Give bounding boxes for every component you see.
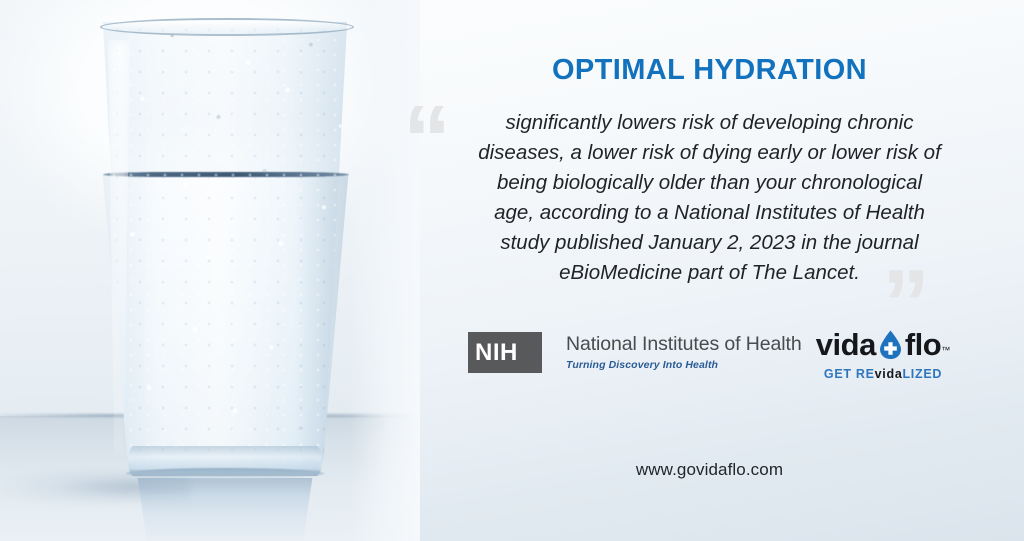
quote-line: study published January 2, 2023 in the j… [500,231,919,254]
opening-quote-icon: “ [403,86,451,193]
nih-wordmark: National Institutes of Health Turning Di… [566,333,802,371]
vidaflo-logo: vida flo ™ GET REvidaLIZED [808,329,958,381]
glass-of-water-photo [0,0,420,541]
glass-rim [100,18,354,36]
glass-base-rim [126,468,324,479]
vidaflo-wordmark: vida flo ™ [808,329,958,360]
nih-mark-letters: NIH [475,338,518,366]
quote-line: age, according to a National Institutes … [494,201,925,224]
glass-highlight [108,40,130,455]
condensation-droplets-fine [102,22,348,474]
content-column: OPTIMAL HYDRATION “ ” significantly lowe… [395,0,1024,541]
vidaflo-tagline-prefix: GET RE [823,367,875,381]
quote-line: diseases, a lower risk of dying early or… [478,141,941,164]
trademark-symbol: ™ [941,345,951,355]
pull-quote: “ ” significantly lowers risk of develop… [395,92,1024,352]
water-drop-icon [877,329,904,360]
glass-reflection [137,478,313,541]
quote-text: significantly lowers risk of developing … [430,108,990,288]
logo-row: NIH National Institutes of Health Turnin… [395,325,1024,395]
vidaflo-word-right: flo [904,327,942,362]
closing-quote-icon: ” [882,250,930,357]
nih-title: National Institutes of Health [566,333,802,356]
vidaflo-word-left: vida [815,327,877,362]
website-url[interactable]: www.govidaflo.com [635,460,784,479]
photo-edge-fade [350,0,420,541]
quote-line: eBioMedicine part of The Lancet. [559,261,860,284]
condensation-droplets [102,22,348,474]
nih-logo: NIH National Institutes of Health Turnin… [468,332,802,373]
vidaflo-tagline-mid: vida [874,367,903,381]
quote-line: significantly lowers risk of developing … [505,111,914,134]
nih-mark-icon: NIH [468,332,542,373]
quote-line: being biologically older than your chron… [496,171,923,194]
vidaflo-tagline: GET REvidaLIZED [808,367,958,381]
nih-tagline: Turning Discovery Into Health [566,358,719,371]
page-title: OPTIMAL HYDRATION [551,54,868,86]
vidaflo-tagline-suffix: LIZED [902,367,943,381]
